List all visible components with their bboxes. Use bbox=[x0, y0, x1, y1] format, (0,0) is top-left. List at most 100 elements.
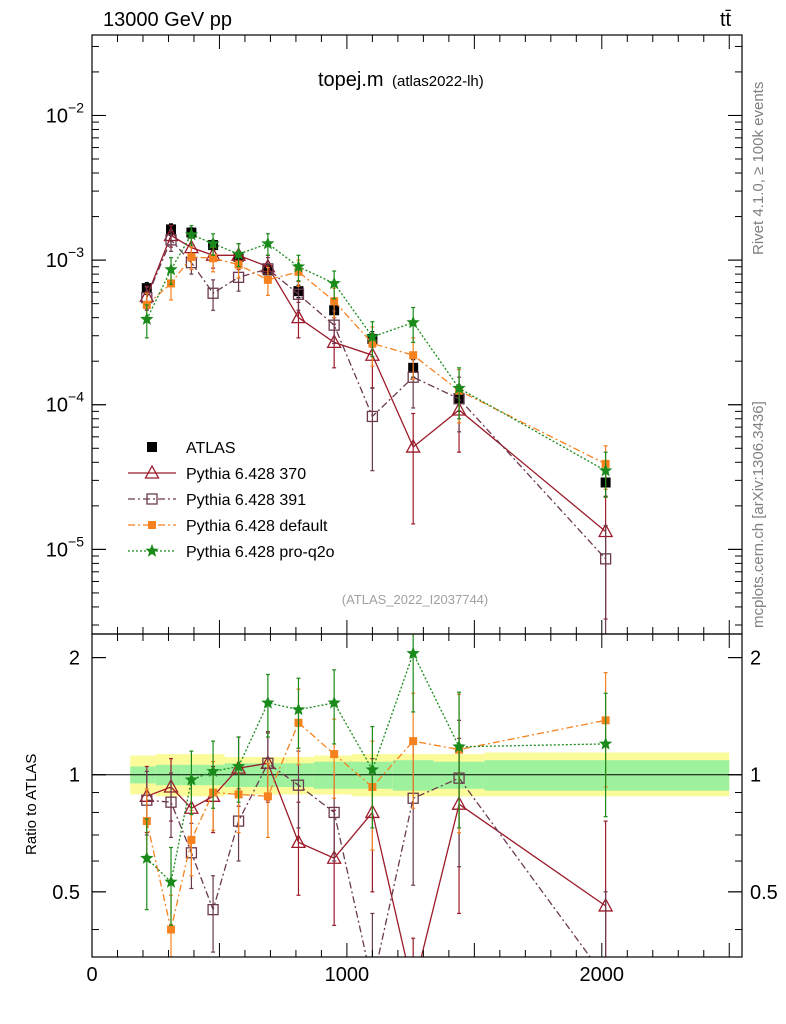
rivet-version-label: Rivet 4.1.0, ≥ 100k events bbox=[750, 82, 767, 255]
ratio-y-label: Ratio to ATLAS bbox=[23, 754, 40, 855]
data-point-pq2o bbox=[599, 463, 613, 477]
legend-entry-pdefault: Pythia 6.428 default bbox=[128, 518, 328, 535]
plot-title: topej.m (atlas2022-lh) bbox=[318, 69, 484, 91]
plot-title-sub: (atlas2022-lh) bbox=[392, 73, 484, 90]
data-point-p391 bbox=[165, 234, 177, 246]
series-line-p391 bbox=[146, 762, 591, 957]
data-point-p391 bbox=[165, 796, 177, 808]
y-tick-label-right: 0.5 bbox=[750, 882, 778, 904]
legend-entry-pq2o: Pythia 6.428 pro-q2o bbox=[128, 544, 335, 561]
y-tick-base: 10 bbox=[46, 395, 68, 417]
legend-entry-atlas: ATLAS bbox=[147, 440, 236, 457]
plot-area bbox=[139, 223, 614, 634]
series-line-pdefault bbox=[146, 719, 606, 930]
y-tick-base: 10 bbox=[46, 539, 68, 561]
y-tick-exponent: −4 bbox=[68, 389, 84, 405]
data-point-pq2o bbox=[452, 739, 466, 753]
y-tick-label: 10−5 bbox=[46, 533, 84, 561]
data-point-pq2o bbox=[365, 762, 379, 776]
data-point-pq2o bbox=[452, 381, 466, 394]
y-tick-label-right: 1 bbox=[750, 765, 761, 787]
main-panel: 10−510−410−310−2 bbox=[46, 34, 743, 635]
y-tick-label-right: 2 bbox=[750, 648, 761, 670]
data-point-pq2o bbox=[365, 329, 379, 343]
data-point-pq2o bbox=[140, 312, 154, 325]
x-tick-label: 0 bbox=[86, 964, 97, 986]
watermark: (ATLAS_2022_I2037744) bbox=[342, 592, 488, 607]
data-point-pq2o bbox=[206, 236, 220, 250]
series-line-p391 bbox=[146, 238, 607, 560]
data-point-pdefault bbox=[409, 351, 418, 360]
data-point-pq2o bbox=[291, 259, 306, 273]
data-point-pq2o bbox=[599, 736, 613, 750]
data-point-pq2o bbox=[406, 315, 420, 329]
data-point-p391 bbox=[207, 287, 219, 299]
mcplots-label: mcplots.cern.ch [arXiv:1306.3436] bbox=[750, 401, 767, 628]
y-tick-base: 10 bbox=[46, 105, 68, 127]
data-point-p391 bbox=[292, 779, 305, 791]
data-point-pdefault bbox=[187, 835, 196, 844]
data-point-pq2o bbox=[184, 772, 199, 786]
legend-entry-p370: Pythia 6.428 370 bbox=[128, 464, 306, 483]
data-point-p391 bbox=[328, 806, 340, 819]
y-tick-label: 2 bbox=[69, 648, 80, 670]
ratio-panel: 0.5 0.5 1 1 2 2 0 1000 2000 bbox=[52, 633, 778, 995]
data-point-p370 bbox=[326, 333, 342, 349]
data-point-pq2o bbox=[406, 646, 420, 660]
series-line-p370 bbox=[146, 762, 606, 957]
y-tick-exponent: −3 bbox=[68, 244, 84, 260]
beam-label: 13000 GeV pp bbox=[103, 9, 232, 31]
data-point-pq2o bbox=[164, 875, 178, 888]
legend-label: Pythia 6.428 pro-q2o bbox=[186, 544, 335, 561]
data-point-pq2o bbox=[327, 695, 341, 709]
data-point-pq2o bbox=[164, 262, 178, 276]
series-p391 bbox=[141, 229, 612, 634]
legend-marker bbox=[148, 521, 156, 529]
data-point-pq2o bbox=[261, 236, 275, 250]
data-point-pq2o bbox=[261, 695, 275, 709]
data-point-pdefault bbox=[209, 254, 218, 263]
legend-marker bbox=[145, 544, 159, 557]
data-point-p370 bbox=[290, 309, 307, 324]
data-point-pq2o bbox=[231, 759, 246, 773]
y-tick-label: 10−4 bbox=[46, 389, 84, 417]
legend-marker bbox=[146, 493, 158, 505]
y-tick-label: 10−3 bbox=[46, 244, 84, 272]
data-point-pq2o bbox=[327, 276, 341, 290]
data-point-p391 bbox=[207, 903, 219, 916]
legend-marker bbox=[144, 464, 160, 479]
series-line-pq2o bbox=[146, 651, 606, 884]
data-point-p370 bbox=[407, 983, 420, 995]
data-point-p391 bbox=[328, 319, 340, 331]
data-point-pq2o bbox=[291, 702, 306, 716]
legend-entry-p391: Pythia 6.428 391 bbox=[128, 492, 306, 509]
plot-title-main: topej.m bbox=[318, 69, 384, 91]
y-tick-label: 10−2 bbox=[46, 99, 84, 127]
data-point-pdefault bbox=[187, 253, 196, 262]
y-tick-exponent: −5 bbox=[68, 533, 84, 549]
series-pq2o bbox=[140, 225, 613, 498]
y-tick-label: 1 bbox=[69, 765, 80, 787]
series-line-pq2o bbox=[146, 233, 606, 472]
series-line-pdefault bbox=[146, 256, 606, 465]
data-point-p391 bbox=[292, 288, 305, 300]
uncertainty-band-inner bbox=[484, 760, 730, 791]
data-point-pdefault bbox=[263, 792, 272, 801]
legend-marker bbox=[147, 442, 157, 452]
data-point-pdefault bbox=[167, 925, 176, 934]
legend: ATLAS Pythia 6.428 370 Pythia 6.428 391 Pyt… bbox=[128, 440, 335, 561]
data-point-p391 bbox=[366, 410, 379, 423]
data-point-pq2o bbox=[206, 764, 220, 777]
data-point-pdefault bbox=[409, 737, 418, 746]
data-point-pdefault bbox=[330, 297, 339, 306]
data-point-pq2o bbox=[184, 227, 199, 241]
data-point-pdefault bbox=[330, 750, 339, 759]
data-point-p370 bbox=[405, 438, 421, 453]
data-point-pq2o bbox=[231, 247, 246, 260]
series-pq2o bbox=[140, 634, 613, 926]
legend-label: ATLAS bbox=[186, 440, 236, 457]
data-point-pdefault bbox=[263, 275, 272, 284]
data-point-p370 bbox=[326, 849, 342, 864]
axes-frame bbox=[91, 633, 743, 958]
